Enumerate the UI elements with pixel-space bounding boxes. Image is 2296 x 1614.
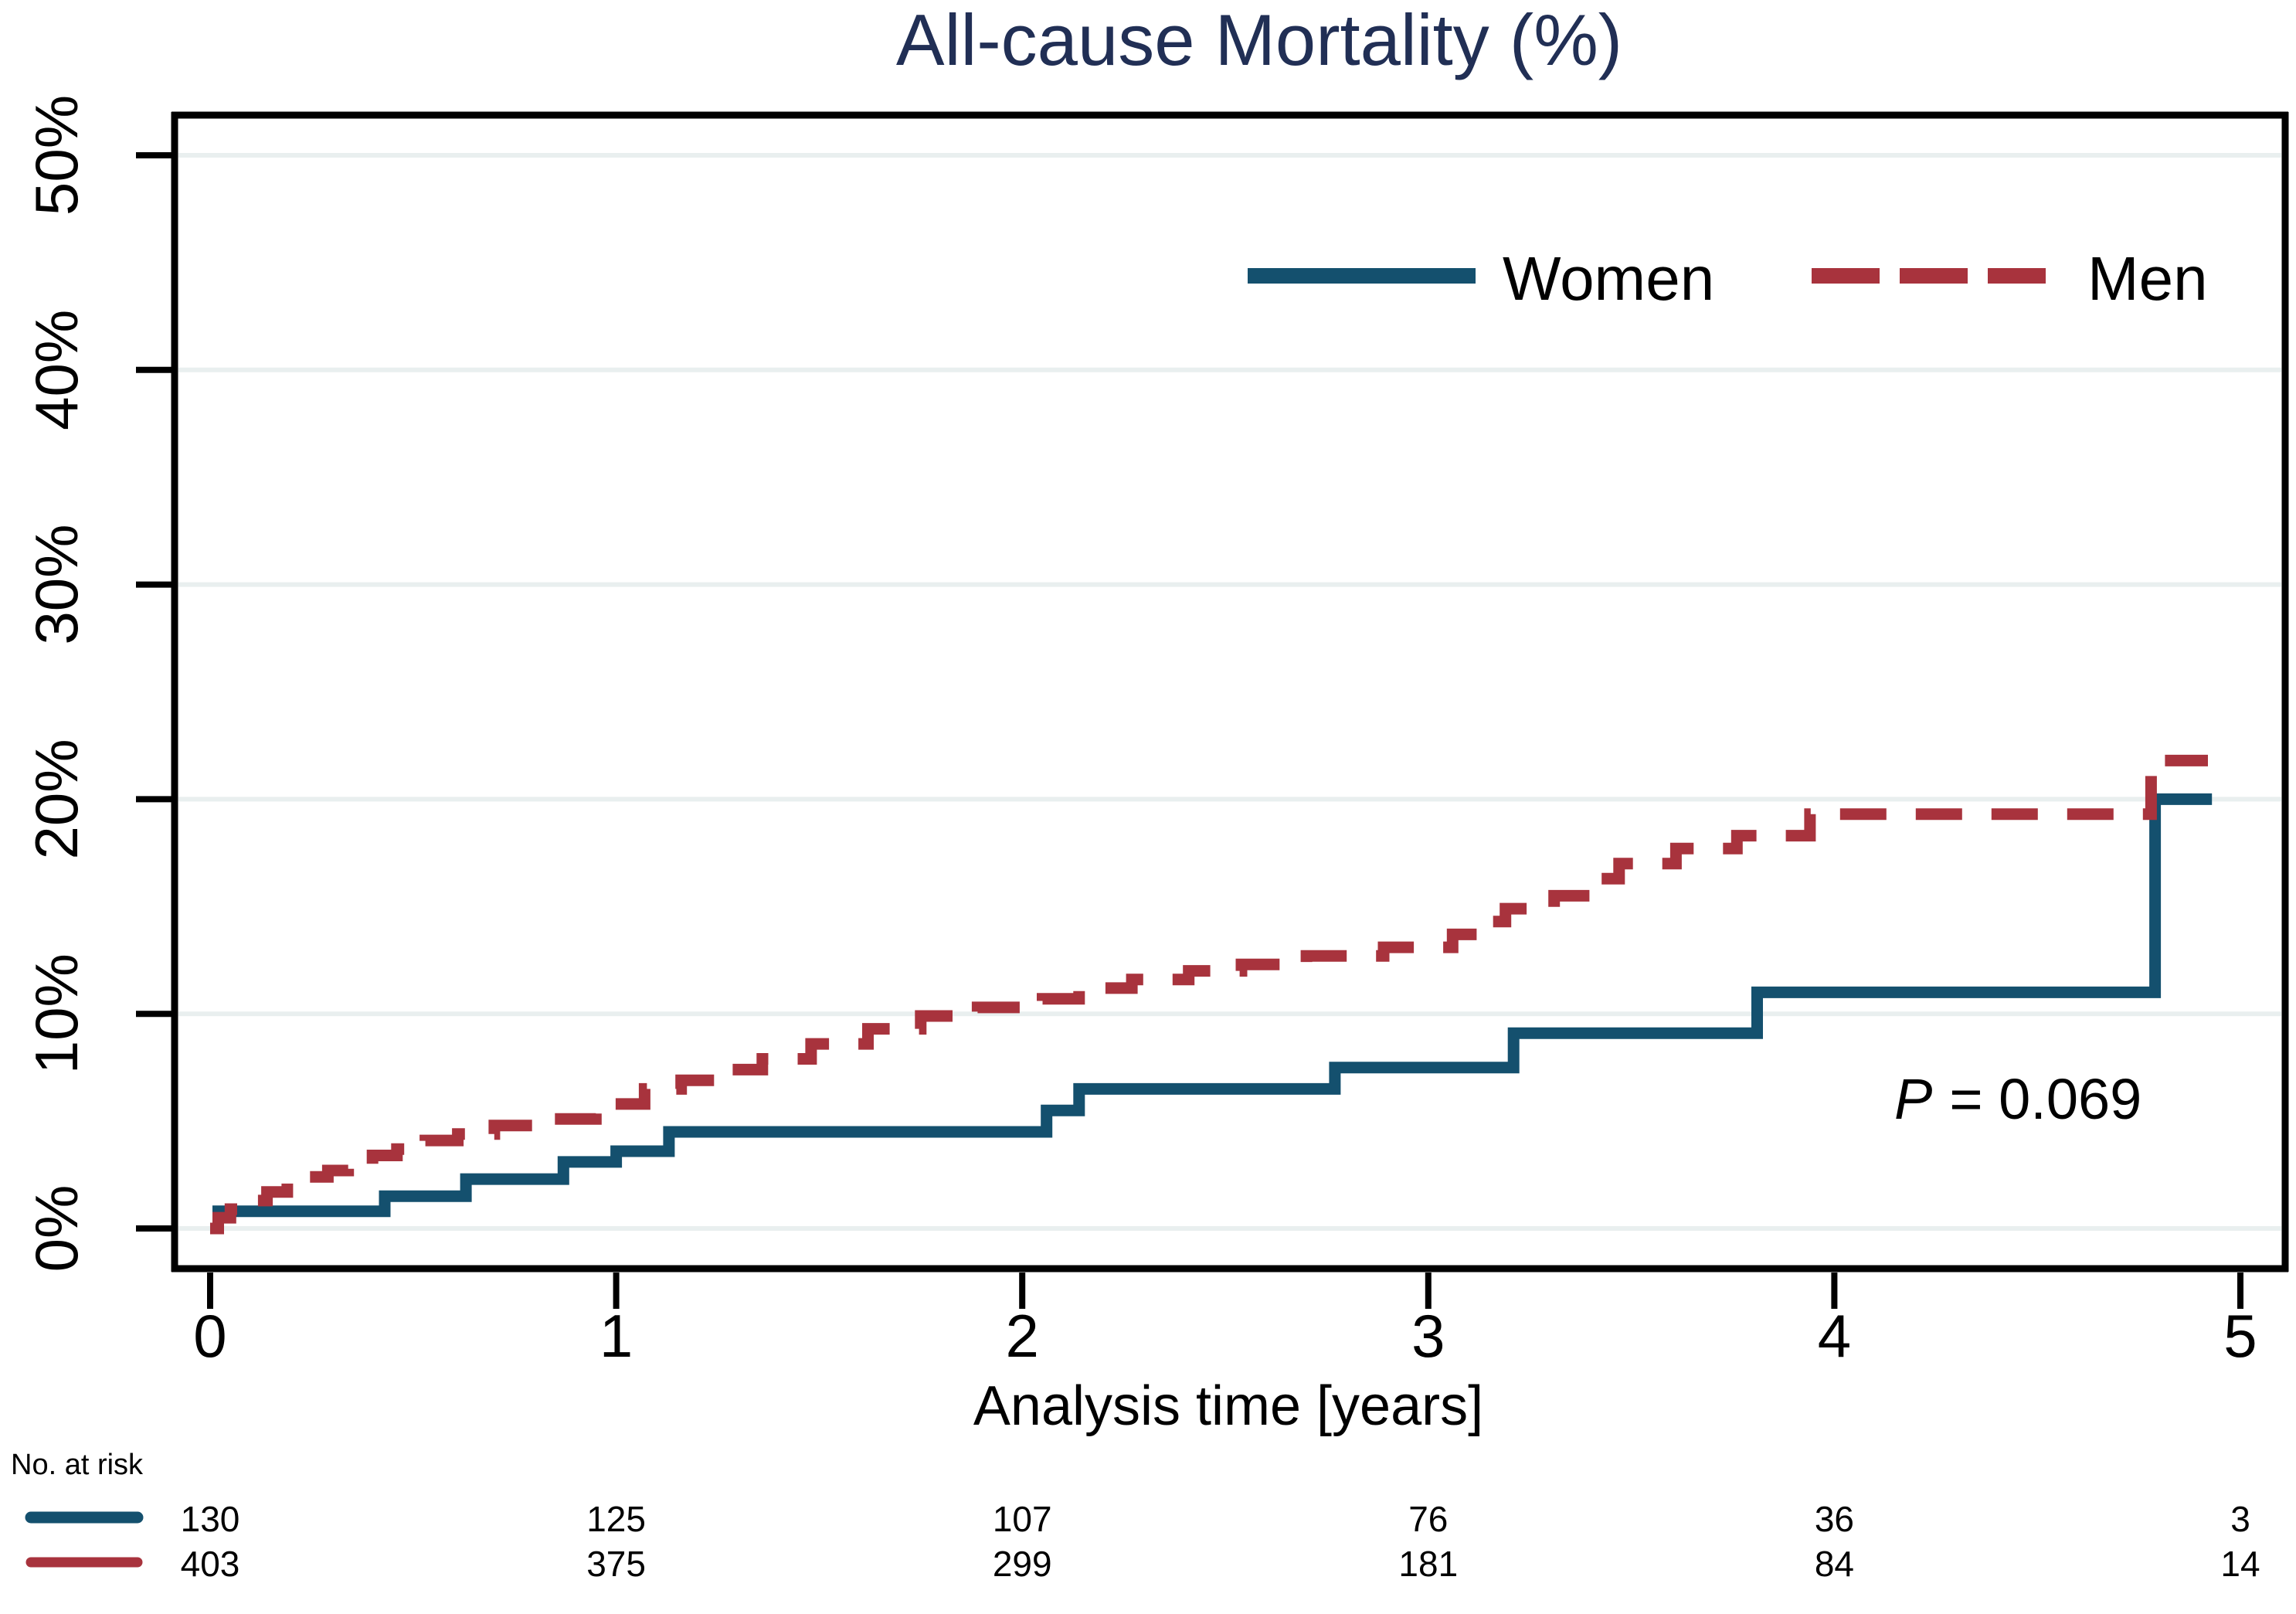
risk-count-women: 36 — [1815, 1499, 1854, 1539]
risk-table-layer: 130 125 107 76 36 3 403 375 299 181 84 14 — [25, 1499, 2260, 1584]
risk-count-men: 299 — [993, 1544, 1052, 1584]
x-tick-label: 3 — [1411, 1302, 1445, 1370]
risk-count-women: 76 — [1408, 1499, 1448, 1539]
y-tick-label: 40% — [22, 310, 90, 430]
x-tick-label: 4 — [1818, 1302, 1851, 1370]
risk-count-men: 403 — [181, 1544, 240, 1584]
x-tick-label: 2 — [1006, 1302, 1039, 1370]
axis-layer: 0% 10% 20% 30% 40% 50% 0 1 2 3 4 5 — [22, 95, 2289, 1370]
risk-count-women: 125 — [586, 1499, 646, 1539]
risk-count-women: 107 — [993, 1499, 1052, 1539]
risk-count-men: 84 — [1815, 1544, 1854, 1584]
gridline-layer — [178, 153, 2281, 1231]
chart-title: All-cause Mortality (%) — [896, 0, 1622, 80]
risk-count-men: 375 — [586, 1544, 646, 1584]
p-value-symbol: P — [1894, 1067, 1932, 1131]
p-value-number: = 0.069 — [1949, 1067, 2141, 1131]
x-tick-label: 0 — [193, 1302, 226, 1370]
y-tick-label: 50% — [22, 95, 90, 216]
y-tick-label: 10% — [22, 953, 90, 1074]
risk-table-heading: No. at risk — [11, 1449, 144, 1481]
y-tick-label: 20% — [22, 739, 90, 859]
legend-label-men: Men — [2087, 244, 2208, 313]
series-curve-women — [210, 793, 2213, 1235]
p-value-annotation: P = 0.069 — [1894, 1067, 2141, 1131]
legend-label-women: Women — [1503, 244, 1714, 313]
risk-count-men: 181 — [1398, 1544, 1458, 1584]
y-tick-label: 30% — [22, 525, 90, 645]
x-tick-label: 1 — [599, 1302, 633, 1370]
risk-count-men: 14 — [2220, 1544, 2260, 1584]
y-tick-label: 0% — [22, 1185, 90, 1273]
risk-count-women: 3 — [2230, 1499, 2250, 1539]
x-axis-title: Analysis time [years] — [973, 1375, 1483, 1437]
curve-layer — [210, 754, 2213, 1235]
series-curve-men — [210, 754, 2208, 1235]
x-tick-label: 5 — [2223, 1302, 2257, 1370]
risk-count-women: 130 — [181, 1499, 240, 1539]
